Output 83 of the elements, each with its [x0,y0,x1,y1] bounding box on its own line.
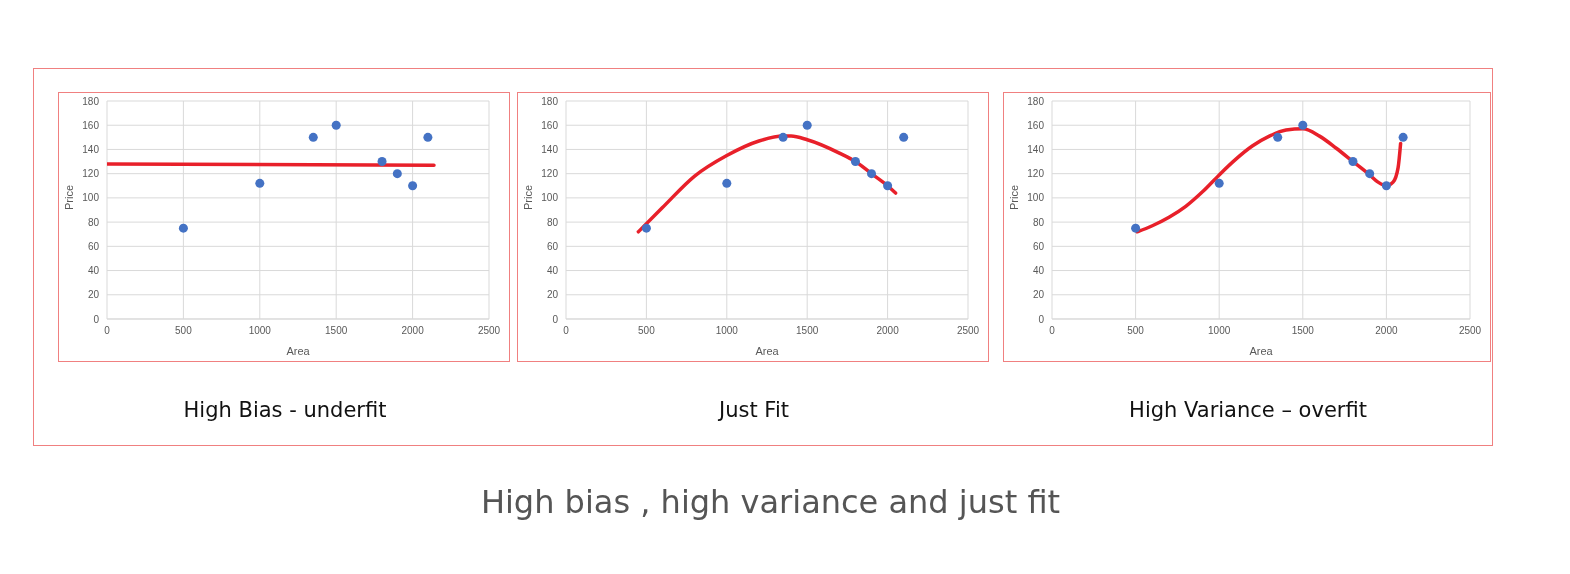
y-tick-label: 160 [1027,119,1045,131]
x-tick-label: 1500 [796,325,819,337]
x-tick-label: 0 [563,325,570,337]
y-tick-label: 60 [87,240,100,252]
x-axis-title: Area [1249,345,1274,357]
y-tick-label: 80 [87,216,100,228]
point [1398,132,1408,142]
point [1273,132,1283,142]
y-tick-label: 80 [546,216,559,228]
x-tick-label: 2500 [477,325,501,337]
x-tick-label: 500 [1127,325,1145,337]
y-tick-label: 100 [1027,192,1045,204]
y-tick-label: 40 [546,265,559,277]
y-tick-label: 160 [541,119,559,131]
y-axis-title: Price [521,184,534,210]
point [308,132,318,142]
x-tick-label: 1500 [325,325,348,337]
y-tick-label: 20 [546,289,559,301]
y-tick-label: 140 [541,143,559,155]
x-axis-title: Area [286,345,311,357]
y-tick-label: 180 [82,95,100,107]
y-tick-label: 40 [87,265,100,277]
point [883,181,893,191]
y-tick-label: 120 [1027,168,1045,180]
y-tick-label: 100 [541,192,559,204]
point [331,120,341,130]
y-tick-label: 80 [1032,216,1045,228]
y-axis-title: Price [1007,184,1020,210]
x-tick-label: 0 [104,325,111,337]
x-tick-label: 2000 [1375,325,1398,337]
y-tick-label: 60 [1032,240,1045,252]
point [377,157,387,167]
point [778,132,788,142]
point [1381,181,1391,191]
point [423,132,433,142]
y-tick-label: 180 [541,95,559,107]
y-tick-label: 100 [82,192,100,204]
text: High bias , high variance and just fit [479,483,1062,521]
x-tick-label: 500 [175,325,193,337]
x-tick-label: 2500 [956,325,980,337]
x-tick-label: 1000 [1208,325,1231,337]
y-tick-label: 120 [82,168,100,180]
point [408,181,418,191]
y-tick-label: 160 [82,119,100,131]
text: High Bias - underfit [182,398,388,422]
point [1365,169,1375,179]
x-tick-label: 1000 [248,325,272,337]
point [867,169,877,179]
text: High Variance – overfit [1128,398,1368,422]
x-axis-title: Area [755,345,780,357]
x-tick-label: 1000 [715,325,739,337]
point [802,120,812,130]
point [641,223,651,233]
x-tick-label: 1500 [1291,325,1315,337]
y-tick-label: 40 [1032,265,1045,277]
x-tick-label: 500 [638,325,656,337]
y-tick-label: 140 [82,143,100,155]
y-tick-label: 180 [1027,95,1045,107]
point [255,178,265,188]
y-tick-label: 20 [1032,289,1045,301]
point [392,169,402,179]
x-tick-label: 2000 [876,325,900,337]
y-tick-label: 120 [541,168,559,180]
point [899,132,909,142]
point [1214,178,1224,188]
y-tick-label: 60 [546,240,559,252]
y-tick-label: 20 [87,289,100,301]
point [178,223,188,233]
point [1131,223,1141,233]
point [722,178,732,188]
x-tick-label: 2500 [1458,325,1482,337]
text: Just Fit [717,398,790,422]
y-axis-title: Price [62,184,75,210]
y-tick-label: 140 [1027,143,1045,155]
x-tick-label: 2000 [401,325,425,337]
y-tick-label: 0 [1038,313,1045,325]
line-series [636,134,898,234]
point [1348,157,1358,167]
y-tick-label: 0 [552,313,559,325]
y-tick-label: 0 [93,313,100,325]
point [850,157,860,167]
point [1298,120,1308,130]
x-tick-label: 0 [1049,325,1056,337]
